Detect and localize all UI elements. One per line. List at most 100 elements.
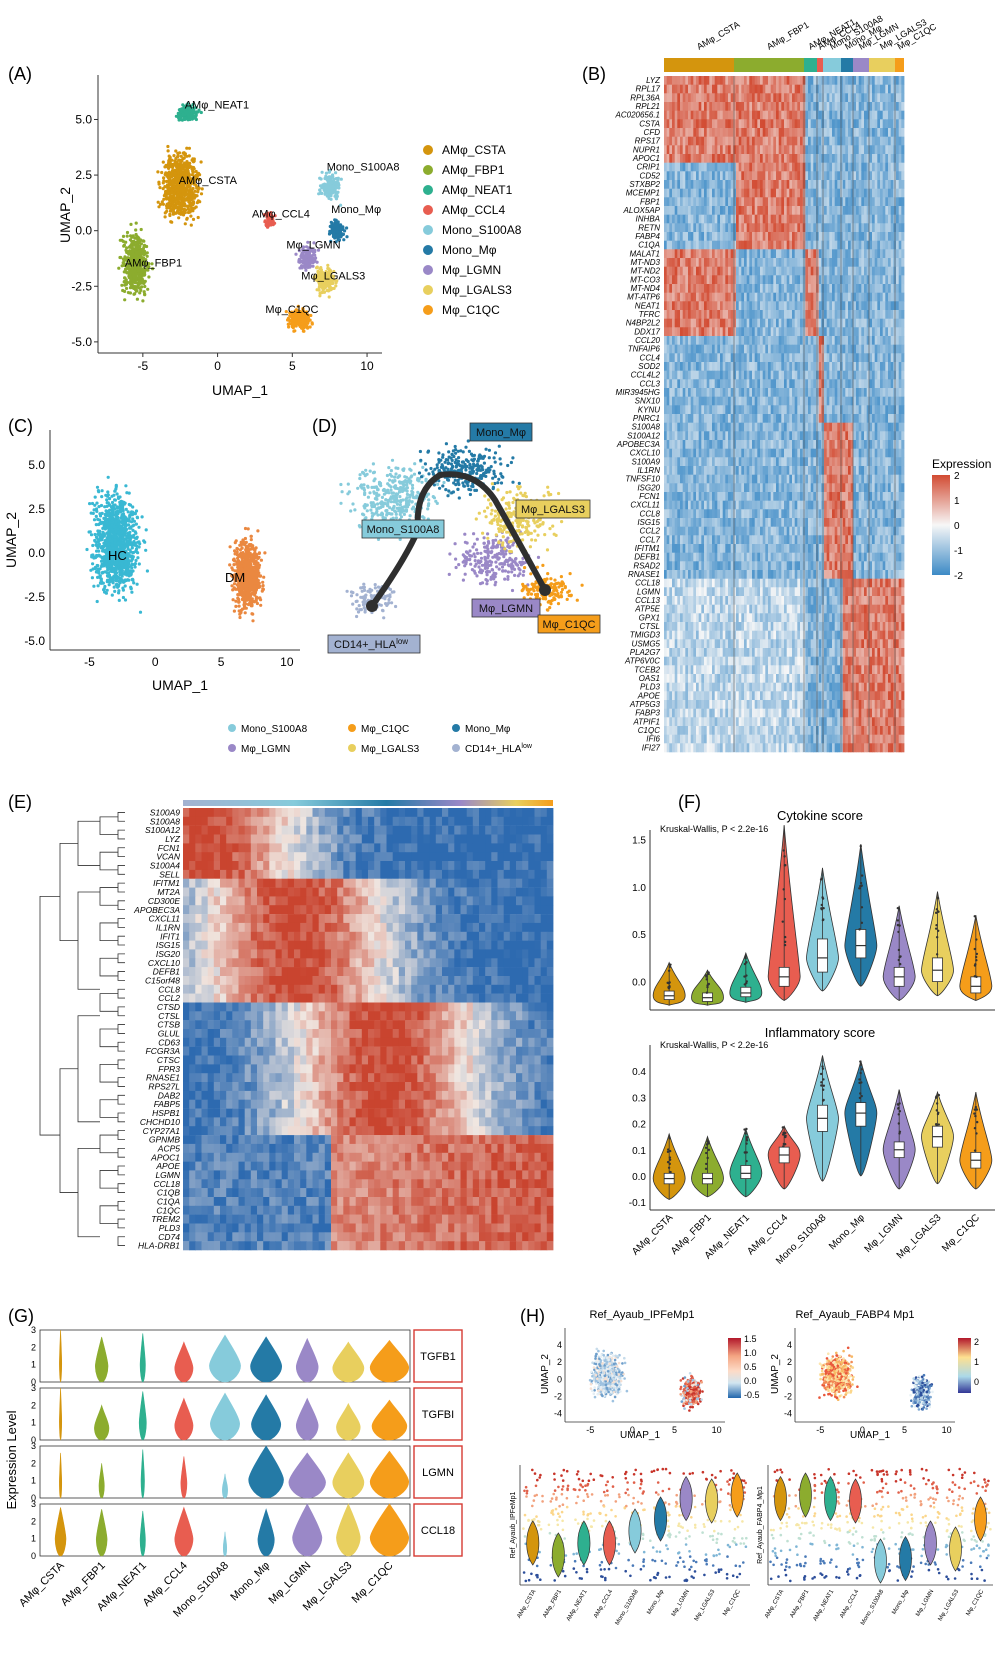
panel-b-cell [888, 258, 892, 267]
panel-b-cell [672, 110, 676, 120]
panel-a-point [318, 184, 323, 188]
panel-b-cell [736, 301, 740, 311]
panel-b-cell [853, 310, 857, 319]
panel-a-point [177, 216, 181, 220]
panel-b-cell [736, 206, 740, 215]
panel-b-cell [672, 266, 676, 276]
panel-b-cell [768, 110, 772, 120]
panel-b-cell [816, 214, 820, 224]
panel-b-cell [680, 84, 684, 94]
panel-b-cell [829, 318, 833, 328]
panel-b-cell [856, 145, 860, 155]
panel-b-cell [781, 136, 785, 146]
panel-b-cell [805, 249, 809, 259]
panel-b-cell [845, 162, 849, 172]
panel-b-cell [829, 266, 833, 276]
panel-b-cell [757, 327, 761, 337]
panel-b-cell [693, 232, 697, 241]
panel-b-cell [829, 301, 833, 311]
panel-b-cell [837, 145, 841, 155]
panel-b-cell [781, 180, 785, 189]
panel-b-cell [880, 223, 884, 233]
panel-b-cell [672, 76, 676, 85]
panel-b-cell [800, 232, 804, 241]
panel-b-group-bar [817, 58, 823, 72]
panel-b-cell [709, 240, 713, 250]
panel-b-cell [669, 223, 673, 233]
panel-b-cell [765, 327, 769, 337]
panel-b-cell [760, 145, 764, 155]
panel-b-cell [757, 188, 761, 198]
panel-b-cell [736, 154, 740, 163]
panel-b-cell [848, 136, 852, 146]
panel-a-point [331, 234, 335, 239]
panel-b-cell [805, 119, 809, 129]
panel-b-cell [861, 223, 865, 233]
panel-b-cell [877, 292, 881, 302]
panel-b-cell [832, 162, 836, 172]
panel-a-point [195, 194, 199, 198]
panel-b-cell [701, 136, 705, 146]
panel-b-cell [832, 93, 836, 103]
panel-b-cell [741, 206, 745, 215]
panel-b-group-bar [841, 58, 853, 72]
panel-b-cell [816, 180, 820, 189]
panel-a-point [143, 284, 147, 289]
panel-b-cell [744, 180, 748, 189]
panel-b-cell [792, 249, 796, 259]
panel-b-cell [760, 249, 764, 259]
panel-a-point [199, 160, 203, 164]
panel-b-cell [813, 154, 817, 163]
panel-b-cell [888, 240, 892, 250]
panel-a-point [306, 321, 310, 325]
panel-b-cell [725, 206, 729, 215]
panel-b-cell [813, 76, 817, 85]
panel-b-cell [693, 292, 697, 302]
panel-a-point [322, 282, 326, 286]
panel-b-cell [704, 119, 708, 129]
panel-b-cell [824, 266, 828, 276]
panel-b-cell [696, 102, 700, 111]
panel-b-cell [728, 266, 732, 276]
panel-b-cell [888, 310, 892, 319]
panel-b-cell [757, 154, 761, 163]
panel-b-cell [896, 136, 900, 146]
panel-b-cell [877, 266, 881, 276]
panel-b-cell [776, 188, 780, 198]
panel-a-xtick: -5 [138, 359, 149, 373]
panel-b-cell [888, 249, 892, 259]
panel-b-cell [829, 292, 833, 302]
panel-b-cell [765, 171, 769, 181]
panel-b-cell [864, 240, 868, 250]
panel-b-cell [840, 93, 844, 103]
panel-b-cell [805, 275, 809, 285]
panel-b-cell [789, 162, 793, 172]
panel-b-cell [789, 145, 793, 155]
panel-b-cell [845, 249, 849, 259]
panel-b-cell [840, 301, 844, 311]
panel-b-cell [800, 76, 804, 85]
panel-b-cell [837, 275, 841, 285]
panel-b-cell [805, 206, 809, 215]
panel-b-cell [837, 249, 841, 259]
panel-b-cell [773, 284, 777, 293]
panel-b-cell [869, 145, 873, 155]
panel-b-cell [885, 145, 889, 155]
panel-a-point [327, 285, 331, 289]
panel-b-cell [853, 223, 857, 233]
panel-b-cell [685, 232, 689, 241]
panel-b-cell [685, 258, 689, 267]
panel-b-cell [784, 258, 788, 267]
panel-b-cell [712, 171, 716, 181]
panel-b-cell [872, 110, 876, 120]
panel-b-cell [677, 310, 681, 319]
panel-b-cell [888, 318, 892, 328]
panel-b-cell [880, 154, 884, 163]
panel-b-cell [901, 232, 905, 241]
panel-b-cell [808, 232, 812, 241]
panel-b-cell [744, 197, 748, 207]
panel-b-cell [741, 76, 745, 85]
panel-b-cell [704, 136, 708, 146]
panel-b-cell [765, 258, 769, 267]
panel-b-cell [688, 93, 692, 103]
